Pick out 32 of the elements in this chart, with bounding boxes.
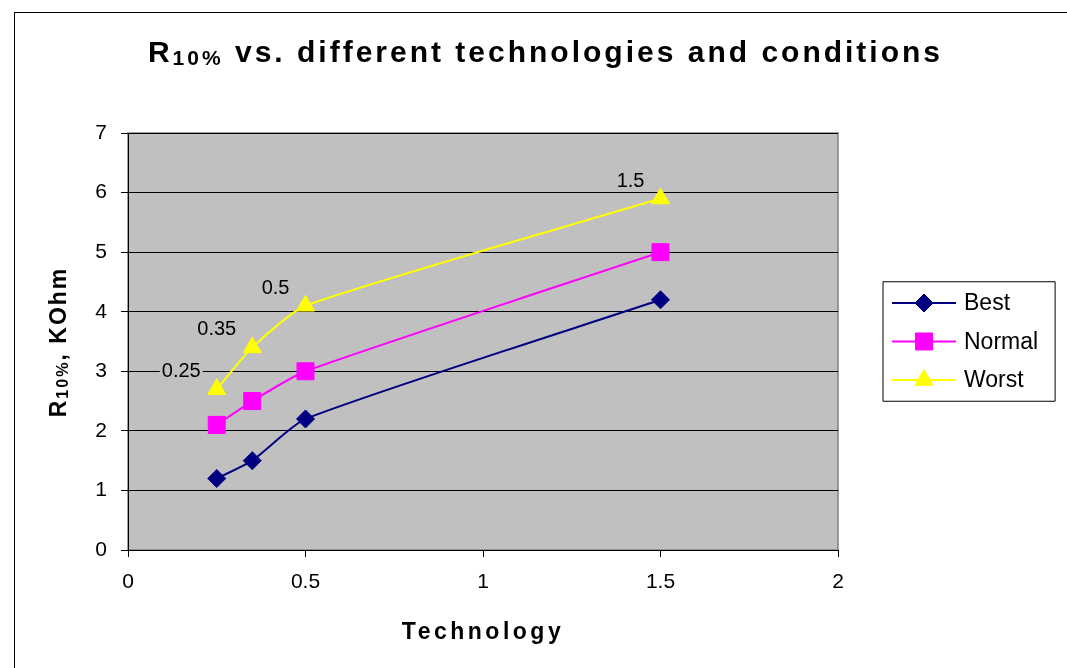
y-tick-label: 7 — [95, 119, 107, 143]
point — [296, 409, 315, 429]
point — [207, 469, 227, 489]
point — [296, 362, 315, 381]
point — [651, 290, 670, 310]
x-tick-label: 1 — [477, 569, 489, 593]
y-tick-label: 2 — [95, 417, 107, 441]
point — [243, 392, 262, 411]
y-tick-label: 6 — [95, 179, 107, 203]
point — [242, 451, 262, 471]
x-tick-label: 0 — [122, 569, 134, 593]
y-tick-label: 0 — [95, 536, 107, 560]
point — [295, 294, 316, 312]
y-tick-label: 3 — [95, 358, 107, 382]
x-tick-label: 2 — [832, 569, 844, 593]
annotation: 0.35 — [197, 317, 237, 340]
legend-label: Worst — [964, 366, 1025, 393]
point — [207, 415, 226, 434]
annotation: 1.5 — [616, 168, 645, 191]
y-tick-label: 4 — [95, 298, 108, 322]
chart-title: R$_{10%}$ vs. different technologies and conditions — [146, 34, 945, 70]
y-tick-label: 1 — [95, 477, 107, 501]
x-tick-label: 1.5 — [645, 569, 676, 593]
legend-label: Normal — [964, 327, 1039, 354]
annotation: 0.25 — [161, 359, 201, 382]
x-axis-title: Technology — [401, 618, 565, 646]
y-tick-label: 5 — [95, 238, 107, 262]
x-tick-label: 0.5 — [290, 569, 321, 593]
point — [242, 336, 262, 354]
legend-label: Best — [964, 289, 1011, 316]
point — [650, 187, 671, 205]
annotation: 0.5 — [261, 275, 290, 298]
